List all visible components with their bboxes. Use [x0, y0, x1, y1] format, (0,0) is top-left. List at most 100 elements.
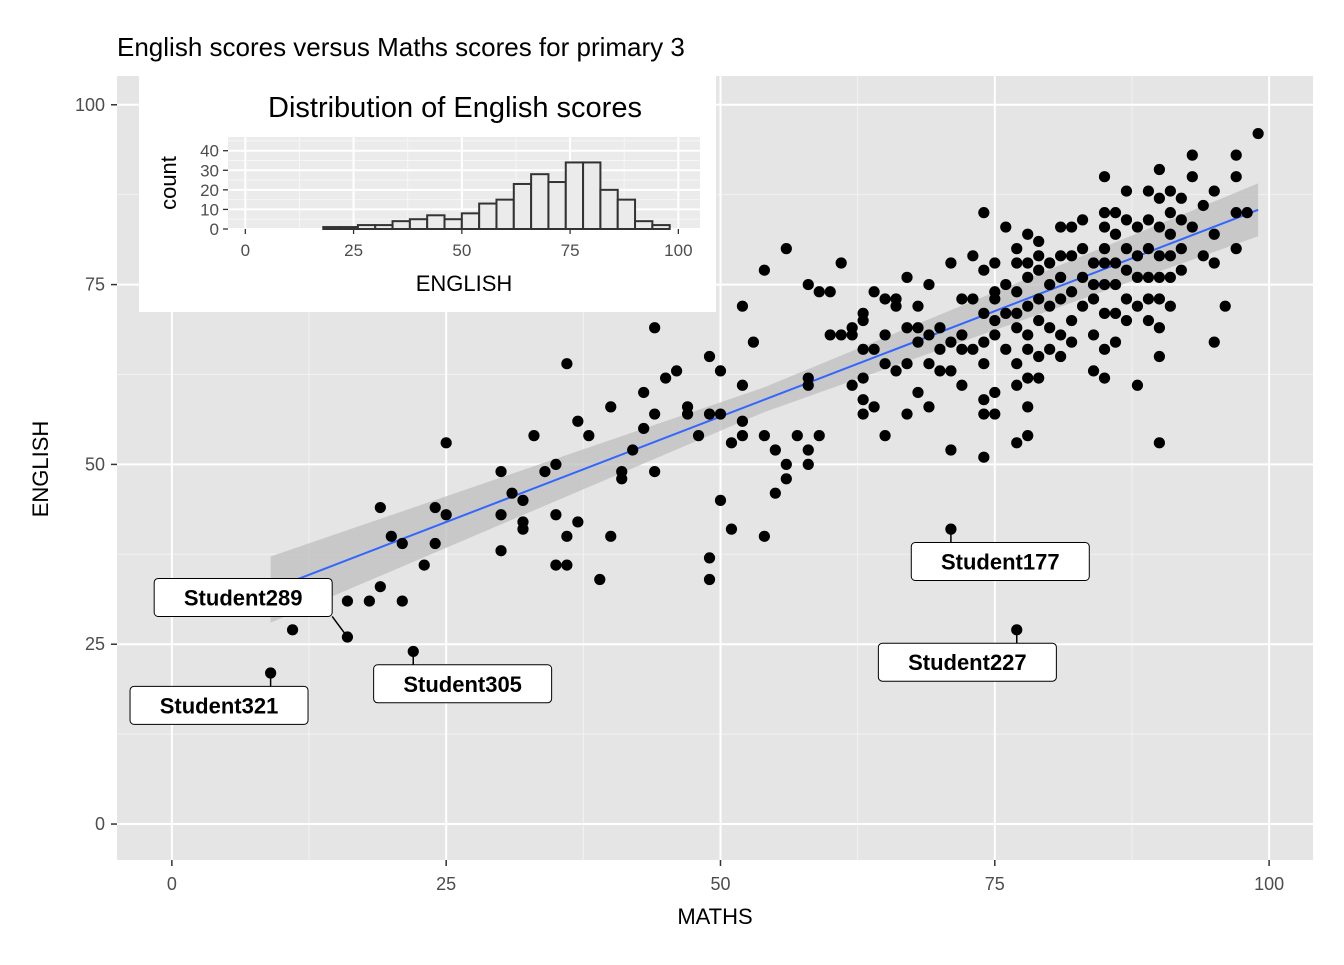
data-point: [978, 207, 990, 219]
point-label: Student227: [908, 650, 1027, 675]
point-label: Student321: [160, 693, 279, 718]
data-point: [736, 379, 749, 391]
data-point: [1230, 171, 1242, 183]
data-point: [1142, 271, 1155, 283]
data-point: [649, 408, 661, 420]
data-point: [868, 401, 880, 413]
data-point: [1252, 127, 1264, 140]
histogram-bar: [582, 161, 602, 230]
data-point: [989, 408, 1001, 420]
data-point: [1055, 221, 1067, 233]
data-point: [780, 243, 792, 255]
data-point: [681, 408, 694, 420]
data-point: [1142, 314, 1155, 327]
data-point: [813, 286, 825, 298]
data-point: [605, 530, 617, 542]
data-point: [945, 444, 957, 456]
label-layer: Student289 Student321 Student305 Student177…: [129, 529, 1090, 725]
data-point: [1120, 293, 1133, 305]
data-point: [857, 394, 869, 406]
histogram-bar: [495, 198, 515, 230]
histogram-bar: [564, 161, 585, 230]
data-point: [1055, 329, 1067, 341]
data-point: [1175, 264, 1187, 276]
label-box: [153, 577, 333, 617]
data-point: [923, 401, 935, 413]
data-point: [1044, 343, 1056, 355]
data-point: [714, 494, 727, 506]
data-point: [1208, 228, 1220, 240]
data-point: [1000, 307, 1012, 319]
data-point: [1000, 278, 1012, 291]
data-point: [912, 336, 924, 348]
data-point: [967, 293, 979, 305]
data-point: [572, 516, 584, 528]
data-point: [758, 430, 770, 442]
data-point: [1011, 286, 1023, 298]
data-point: [1208, 336, 1220, 348]
data-point: [1076, 243, 1089, 255]
data-point: [978, 408, 990, 420]
histogram-bar: [634, 220, 654, 230]
data-point: [703, 552, 716, 564]
data-point: [1230, 207, 1242, 219]
data-point: [517, 494, 529, 506]
data-point: [1098, 243, 1111, 255]
data-point: [649, 465, 661, 478]
y-tick-label: 25: [85, 634, 105, 654]
data-point: [1153, 163, 1165, 176]
data-point: [1011, 322, 1023, 334]
data-point: [1055, 250, 1067, 262]
histogram-bar: [616, 198, 637, 230]
data-point: [758, 530, 770, 542]
data-point: [1219, 300, 1231, 312]
data-point: [616, 473, 628, 485]
data-point: [989, 257, 1001, 269]
data-point: [1066, 336, 1078, 348]
y-tick-label: 50: [85, 454, 105, 474]
data-point: [923, 278, 935, 291]
data-point: [1109, 278, 1122, 291]
data-point: [1164, 300, 1176, 312]
data-point: [736, 300, 749, 312]
data-point: [802, 278, 814, 291]
data-point: [550, 559, 562, 571]
data-point: [550, 509, 562, 521]
label-box: [373, 664, 553, 704]
data-point: [1153, 322, 1165, 334]
data-point: [1076, 214, 1089, 226]
data-point: [418, 559, 430, 571]
data-point: [561, 358, 573, 370]
data-point: [1175, 243, 1187, 255]
data-point: [1011, 437, 1023, 449]
data-point: [923, 329, 935, 341]
data-point: [934, 343, 946, 355]
inset-x-tick-label: 100: [664, 241, 692, 260]
data-point: [1011, 379, 1023, 391]
data-point: [1230, 149, 1242, 161]
data-point: [1066, 250, 1078, 262]
data-point: [1142, 243, 1155, 255]
data-point: [1066, 314, 1078, 327]
confidence-band-layer: [270, 183, 1259, 623]
histogram-bar: [547, 181, 567, 230]
data-point: [802, 379, 814, 391]
data-point: [1055, 350, 1067, 363]
data-point: [901, 271, 913, 283]
data-point: [1131, 250, 1144, 262]
data-point: [934, 365, 946, 377]
point-label: Student305: [403, 672, 522, 697]
data-point: [978, 307, 990, 319]
data-point: [1208, 257, 1220, 269]
histogram-bar: [391, 220, 411, 230]
data-point: [1131, 221, 1144, 233]
data-point: [1022, 257, 1034, 269]
data-point: [1120, 314, 1133, 327]
inset-x-tick-label: 25: [344, 241, 363, 260]
data-point: [1044, 278, 1056, 291]
data-point: [769, 444, 781, 456]
data-point: [1098, 372, 1111, 384]
inset-title: Distribution of English scores: [268, 92, 642, 124]
data-point: [363, 595, 375, 607]
data-point: [857, 408, 869, 420]
